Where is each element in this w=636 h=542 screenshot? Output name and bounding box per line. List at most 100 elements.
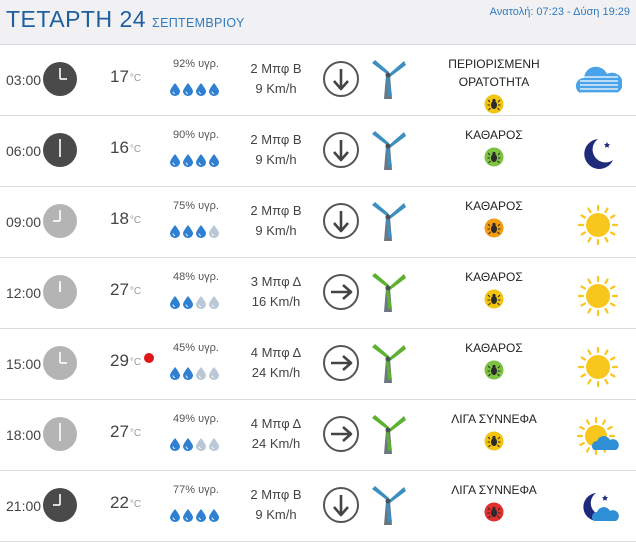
condition-text: ΠΕΡΙΟΡΙΣΜΕΝΗ ΟΡΑΤΟΤΗΤΑ <box>434 55 554 91</box>
wind-direction-arrow-icon <box>322 131 360 174</box>
humidity-drop-icon <box>170 225 180 243</box>
forecast-row: 15:00 29°C 45% υγρ. 4 Μπφ Δ 24 Km/h ΚΑΘΑ… <box>0 329 636 400</box>
wind-beaufort: 3 Μπφ Δ <box>250 274 302 289</box>
humidity-drop-icon <box>209 296 219 314</box>
sun-separator: - <box>563 6 574 18</box>
humidity-drop-icon <box>196 83 206 101</box>
wind-direction-arrow-icon <box>322 486 360 529</box>
humidity-drop-icon <box>196 225 206 243</box>
humidity-drop-icon <box>183 509 193 527</box>
wind-speed: 9 Km/h <box>255 223 297 238</box>
fog-icon <box>574 59 623 110</box>
temperature: 27°C <box>110 422 141 442</box>
humidity-drop-icon <box>170 296 180 314</box>
humidity-drop-icon <box>183 154 193 172</box>
time-label: 09:00 <box>6 214 42 230</box>
condition-text: ΚΑΘΑΡΟΣ <box>434 126 554 144</box>
humidity-drop-icon <box>209 83 219 101</box>
insect-indicator-icon <box>484 94 504 119</box>
forecast-list: 03:00 17°C 92% υγρ. 2 Μπφ Β 9 Km/h ΠΕΡΙΟ… <box>0 45 636 542</box>
insect-indicator-icon <box>484 289 504 314</box>
temperature-unit: °C <box>129 428 142 439</box>
time-label: 18:00 <box>6 427 42 443</box>
wind-info: 2 Μπφ Β 9 Km/h <box>240 485 312 525</box>
humidity-label: 45% υγρ. <box>173 342 219 354</box>
temperature: 18°C <box>110 209 141 229</box>
temperature: 17°C <box>110 67 141 87</box>
clock-icon <box>43 275 77 314</box>
forecast-row: 06:00 16°C 90% υγρ. 2 Μπφ Β 9 Km/h ΚΑΘΑΡ… <box>0 116 636 187</box>
clock-icon <box>43 204 77 243</box>
humidity-drop-icon <box>183 225 193 243</box>
time-label: 21:00 <box>6 498 42 514</box>
condition: ΚΑΘΑΡΟΣ <box>434 116 554 172</box>
forecast-row: 21:00 22°C 77% υγρ. 2 Μπφ Β 9 Km/h ΛΙΓΑ … <box>0 471 636 542</box>
wind-speed: 9 Km/h <box>255 152 297 167</box>
forecast-row: 03:00 17°C 92% υγρ. 2 Μπφ Β 9 Km/h ΠΕΡΙΟ… <box>0 45 636 116</box>
temperature-unit: °C <box>129 73 142 84</box>
sun-cloud-icon <box>574 414 622 465</box>
temperature-value: 16 <box>110 138 129 157</box>
day-label: ΤΕΤΑΡΤΗ 24 <box>6 6 147 32</box>
wind-info: 2 Μπφ Β 9 Km/h <box>240 201 312 241</box>
insect-indicator-icon <box>484 502 504 527</box>
wind-speed: 16 Km/h <box>251 294 301 309</box>
humidity-drop-icon <box>183 367 193 385</box>
condition-text: ΛΙΓΑ ΣΥΝΝΕΦΑ <box>434 481 554 499</box>
clock-icon <box>43 488 77 527</box>
humidity-drops <box>170 509 219 527</box>
humidity-drop-icon <box>209 438 219 456</box>
condition: ΚΑΘΑΡΟΣ <box>434 258 554 314</box>
wind-speed: 24 Km/h <box>251 436 301 451</box>
time-label: 06:00 <box>6 143 42 159</box>
insect-indicator-icon <box>484 147 504 172</box>
humidity-drop-icon <box>196 154 206 172</box>
insect-indicator-icon <box>484 360 504 385</box>
temperature-value: 17 <box>110 67 129 86</box>
humidity-drop-icon <box>209 154 219 172</box>
humidity-label: 90% υγρ. <box>173 129 219 141</box>
condition-line: ΠΕΡΙΟΡΙΣΜΕΝΗ <box>448 57 540 71</box>
wind-beaufort: 2 Μπφ Β <box>250 487 302 502</box>
clock-icon <box>43 417 77 456</box>
humidity-drop-icon <box>209 367 219 385</box>
temperature-unit: °C <box>129 499 142 510</box>
sunset-label: Δύση 19:29 <box>573 6 630 18</box>
humidity-drop-icon <box>209 509 219 527</box>
condition: ΚΑΘΑΡΟΣ <box>434 329 554 385</box>
wind-speed: 9 Km/h <box>255 507 297 522</box>
humidity-drop-icon <box>170 438 180 456</box>
temperature: 27°C <box>110 280 141 300</box>
humidity-drop-icon <box>196 509 206 527</box>
sunrise-label: Ανατολή: 07:23 <box>489 6 564 18</box>
windmill-icon <box>370 341 408 390</box>
temperature: 22°C <box>110 493 141 513</box>
humidity-drop-icon <box>183 83 193 101</box>
humidity-drop-icon <box>183 296 193 314</box>
humidity-label: 77% υγρ. <box>173 484 219 496</box>
windmill-icon <box>370 57 408 106</box>
wind-direction-arrow-icon <box>322 273 360 316</box>
heat-alert-dot <box>144 353 154 363</box>
humidity-label: 75% υγρ. <box>173 200 219 212</box>
sun-icon <box>574 343 622 394</box>
humidity-drops <box>170 154 219 172</box>
humidity-drop-icon <box>170 154 180 172</box>
forecast-row: 12:00 27°C 48% υγρ. 3 Μπφ Δ 16 Km/h ΚΑΘΑ… <box>0 258 636 329</box>
wind-speed: 9 Km/h <box>255 81 297 96</box>
condition-line: ΛΙΓΑ ΣΥΝΝΕΦΑ <box>451 483 537 497</box>
time-label: 12:00 <box>6 285 42 301</box>
wind-info: 2 Μπφ Β 9 Km/h <box>240 130 312 170</box>
wind-info: 4 Μπφ Δ 24 Km/h <box>240 414 312 454</box>
wind-info: 3 Μπφ Δ 16 Km/h <box>240 272 312 312</box>
temperature-value: 22 <box>110 493 129 512</box>
condition-text: ΚΑΘΑΡΟΣ <box>434 339 554 357</box>
wind-beaufort: 4 Μπφ Δ <box>250 345 302 360</box>
temperature-unit: °C <box>129 144 142 155</box>
condition: ΠΕΡΙΟΡΙΣΜΕΝΗ ΟΡΑΤΟΤΗΤΑ <box>434 45 554 119</box>
condition-line: ΛΙΓΑ ΣΥΝΝΕΦΑ <box>451 412 537 426</box>
wind-direction-arrow-icon <box>322 344 360 387</box>
windmill-icon <box>370 412 408 461</box>
humidity-drop-icon <box>196 296 206 314</box>
sun-icon <box>574 272 622 323</box>
